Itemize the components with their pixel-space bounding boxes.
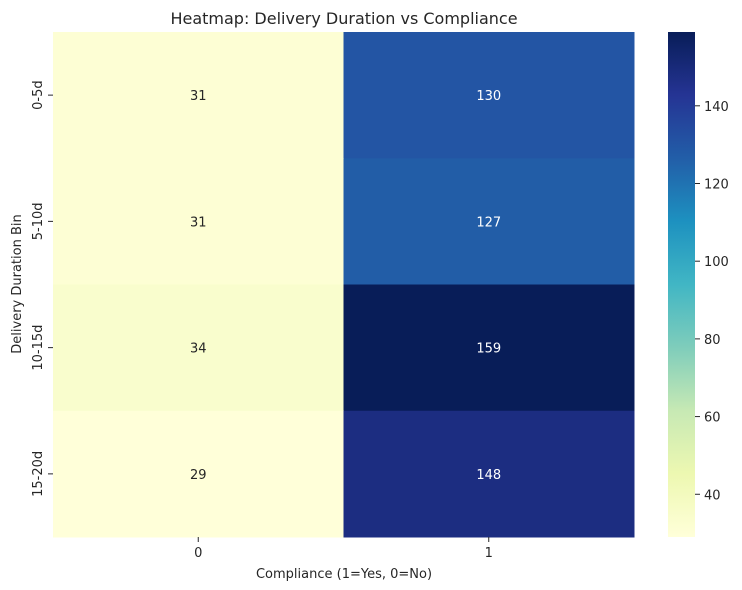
- x-axis-label: Compliance (1=Yes, 0=No): [256, 567, 432, 582]
- colorbar-tick-label: 100: [704, 255, 729, 270]
- colorbar: 40 60 80 100 120 140: [668, 32, 729, 537]
- x-tick-label: 1: [485, 546, 493, 561]
- cell-value-label: 31: [190, 215, 207, 230]
- heatmap-cell: [53, 410, 344, 538]
- cell-value-label: 130: [476, 89, 501, 104]
- cell-value-label: 31: [190, 89, 207, 104]
- colorbar-gradient: [668, 32, 695, 537]
- heatmap-cell: [53, 284, 344, 412]
- y-tick-label: 5-10d: [31, 202, 46, 240]
- heatmap-cell: [343, 410, 635, 538]
- y-axis-label: Delivery Duration Bin: [10, 214, 25, 353]
- colorbar-tick-label: 80: [704, 333, 721, 348]
- cell-value-label: 29: [190, 468, 207, 483]
- cell-value-label: 127: [476, 215, 501, 230]
- colorbar-tick-label: 120: [704, 178, 729, 193]
- x-tick-label: 0: [194, 546, 202, 561]
- colorbar-tick-label: 60: [704, 411, 721, 426]
- y-tick-label: 15-20d: [31, 451, 46, 497]
- heatmap-cells: 31 130 31 127 34 159 29 148: [53, 32, 635, 538]
- cell-value-label: 34: [190, 342, 207, 357]
- cell-value-label: 159: [476, 342, 501, 357]
- y-tick-label: 0-5d: [31, 80, 46, 110]
- colorbar-tick-label: 40: [704, 488, 721, 503]
- colorbar-tick-label: 140: [704, 100, 729, 115]
- heatmap-cell: [53, 32, 344, 159]
- heatmap-cell: [343, 158, 635, 285]
- y-axis: 0-5d 5-10d 10-15d 15-20d: [31, 80, 53, 497]
- chart-title: Heatmap: Delivery Duration vs Compliance: [170, 9, 517, 28]
- heatmap-cell: [343, 284, 635, 412]
- cell-value-label: 148: [476, 468, 501, 483]
- heatmap-cell: [53, 158, 344, 285]
- y-tick-label: 10-15d: [31, 325, 46, 371]
- heatmap-cell: [343, 32, 635, 159]
